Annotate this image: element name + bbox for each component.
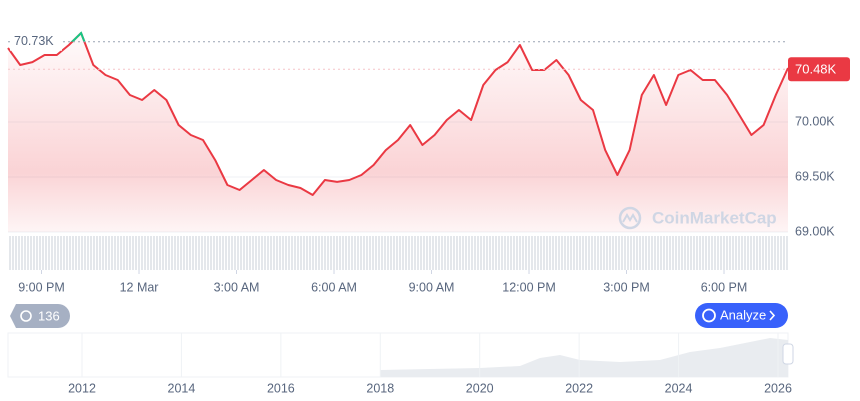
navigator-tick-label: 2014 xyxy=(168,381,196,395)
navigator-tick-label: 2018 xyxy=(366,381,394,395)
area-fill xyxy=(8,33,788,232)
last-label-bg xyxy=(788,57,850,82)
y-tick-label: 69.00K xyxy=(795,224,835,238)
high-label-bg xyxy=(10,32,62,51)
history-badge[interactable]: 136 xyxy=(10,304,70,328)
y-tick-label: 69.50K xyxy=(795,169,835,183)
volume-bars xyxy=(8,236,788,270)
x-tick-label: 12 Mar xyxy=(120,280,159,294)
badge-text[interactable]: 136 xyxy=(38,308,60,323)
watermark: CoinMarketCap xyxy=(618,206,777,230)
x-tick-label: 6:00 PM xyxy=(701,280,748,294)
analyze-button[interactable]: Analyze xyxy=(695,303,788,328)
x-tick-label: 3:00 AM xyxy=(214,280,260,294)
watermark-text: CoinMarketCap xyxy=(652,208,777,227)
navigator-tick-label: 2022 xyxy=(565,381,593,395)
button-text[interactable]: Analyze xyxy=(720,307,766,322)
x-tick-label: 9:00 PM xyxy=(18,280,65,294)
navigator-tick-label: 2024 xyxy=(665,381,693,395)
navigator: 2012 2014 2016 2018 2020 2022 2024 2026 xyxy=(7,332,794,395)
navigator-tick-label: 2016 xyxy=(267,381,295,395)
x-tick-label: 9:00 AM xyxy=(409,280,455,294)
navigator-tick-label: 2020 xyxy=(466,381,494,395)
navigator-tick-label: 2012 xyxy=(68,381,96,395)
price-line xyxy=(7,32,789,196)
y-tick-label: 70.00K xyxy=(795,114,835,128)
navigator-area xyxy=(380,338,788,377)
last-label: 70.48K xyxy=(795,62,837,77)
navigator-handle[interactable] xyxy=(782,343,794,365)
x-tick-label: 3:00 PM xyxy=(603,280,650,294)
high-label: 70.73K xyxy=(14,34,54,48)
navigator-tick-label: 2026 xyxy=(764,381,792,395)
x-tick-label: 6:00 AM xyxy=(311,280,357,294)
x-tick-label: 12:00 PM xyxy=(502,280,556,294)
